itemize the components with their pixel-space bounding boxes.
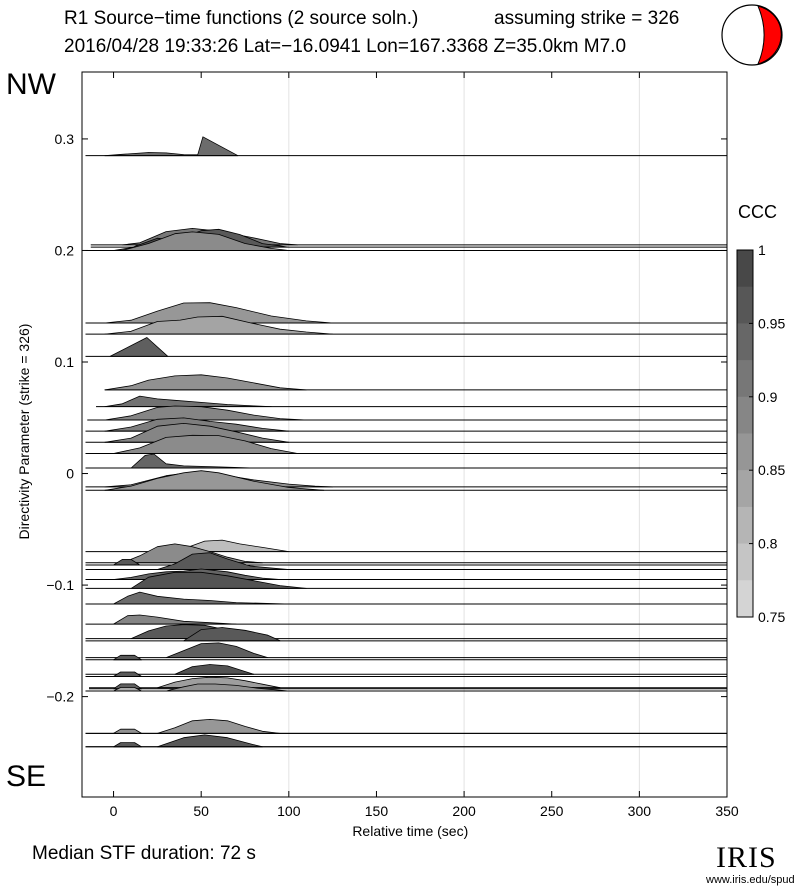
stf-trace-fill xyxy=(113,434,298,454)
stf-trace-fill xyxy=(121,231,290,251)
x-tick-label: 150 xyxy=(365,803,389,819)
nw-label: NW xyxy=(6,68,56,101)
colorbar-band xyxy=(737,250,753,288)
colorbar-tick-label: 1 xyxy=(758,242,766,258)
chart-title: R1 Source−time functions (2 source soln.… xyxy=(64,8,419,29)
colorbar-tick-label: 0.85 xyxy=(758,462,785,478)
colorbar-band xyxy=(737,396,753,434)
stf-trace-fill xyxy=(104,423,290,443)
x-tick-label: 50 xyxy=(193,803,209,819)
colorbar-band xyxy=(737,543,753,581)
x-tick-label: 300 xyxy=(628,803,652,819)
colorbar-tick-label: 0.95 xyxy=(758,315,785,331)
colorbar-frame xyxy=(736,249,754,618)
y-tick-label: 0.2 xyxy=(55,242,75,258)
x-tick-label: 350 xyxy=(715,803,739,819)
x-tick-label: 0 xyxy=(110,803,118,819)
y-tick-label: 0.3 xyxy=(55,131,75,147)
stf-trace-fill xyxy=(165,683,290,692)
colorbar-band xyxy=(737,286,753,324)
iris-url: www.iris.edu/spud xyxy=(706,874,795,886)
colorbar-band xyxy=(737,323,753,361)
stf-trace-fill xyxy=(104,470,325,491)
stf-trace-fill xyxy=(165,642,269,658)
stf-trace-fill xyxy=(104,315,333,335)
y-tick-label: −0.2 xyxy=(46,689,74,705)
stf-trace-fill xyxy=(104,374,307,391)
x-tick-label: 100 xyxy=(277,803,301,819)
colorbar-band xyxy=(737,580,753,618)
y-axis-label: Directivity Parameter (strike = 326) xyxy=(16,324,32,540)
median-duration: Median STF duration: 72 s xyxy=(32,843,256,864)
colorbar-tick-label: 0.9 xyxy=(758,389,778,405)
stf-trace-fill xyxy=(104,302,333,324)
stf-trace-fill xyxy=(157,719,281,734)
beachball xyxy=(721,4,783,66)
stf-trace-fill xyxy=(130,571,307,589)
colorbar-title: CCC xyxy=(738,202,777,222)
stf-trace-fill xyxy=(104,405,307,421)
event-info: 2016/04/28 19:33:26 Lat=−16.0941 Lon=167… xyxy=(64,36,627,57)
x-tick-label: 200 xyxy=(452,803,476,819)
colorbar-band xyxy=(737,360,753,398)
x-axis-label: Relative time (sec) xyxy=(352,823,468,839)
colorbar-band xyxy=(737,470,753,508)
x-tick-label: 250 xyxy=(540,803,564,819)
stf-trace-fill xyxy=(121,543,263,564)
colorbar-tick-label: 0.75 xyxy=(758,609,785,625)
colorbar-tick-label: 0.8 xyxy=(758,536,778,552)
stf-trace-fill xyxy=(104,136,239,157)
se-label: SE xyxy=(6,760,47,793)
colorbar-band xyxy=(737,433,753,471)
iris-logo: IRIS xyxy=(716,841,777,874)
colorbar-band xyxy=(737,506,753,545)
y-tick-label: 0 xyxy=(66,466,74,482)
stf-trace-fill xyxy=(157,676,281,689)
y-tick-label: 0.1 xyxy=(55,354,75,370)
strike-label: assuming strike = 326 xyxy=(494,8,680,29)
y-tick-label: −0.1 xyxy=(46,577,74,593)
